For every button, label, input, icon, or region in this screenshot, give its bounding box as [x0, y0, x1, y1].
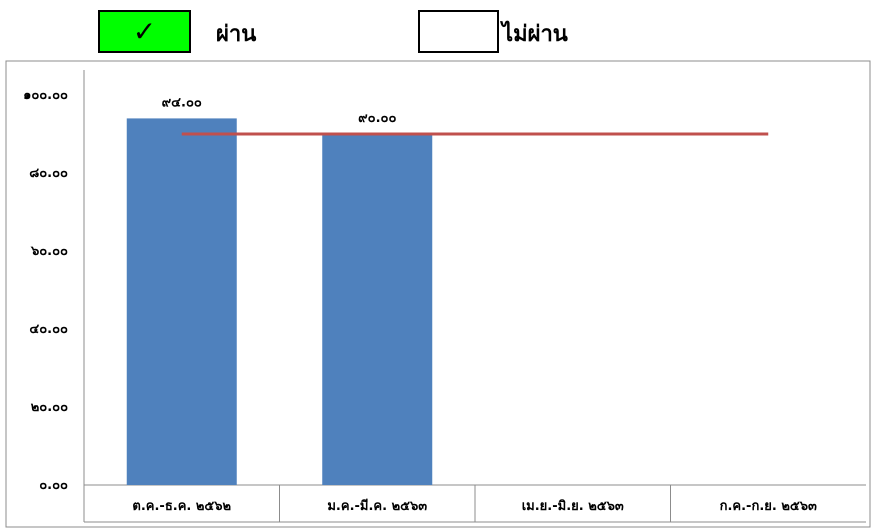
y-tick-label: ๑๐๐.๐๐ — [23, 88, 68, 103]
chart-frame — [5, 60, 871, 528]
legend-fail-swatch — [418, 10, 499, 53]
y-tick-label: ๔๐.๐๐ — [29, 322, 68, 337]
x-tick-label: ก.ค.-ก.ย. ๒๕๖๓ — [720, 499, 817, 514]
x-tick-label: ต.ค.-ธ.ค. ๒๕๖๒ — [132, 499, 231, 514]
data-label: ๙๔.๐๐ — [162, 95, 202, 110]
bar — [322, 134, 433, 485]
data-label: ๙๐.๐๐ — [358, 111, 396, 126]
x-tick-label: ม.ค.-มี.ค. ๒๕๖๓ — [327, 498, 427, 514]
y-tick-label: ๐.๐๐ — [39, 478, 68, 493]
check-icon: ✓ — [132, 15, 157, 48]
x-tick-label: เม.ย.-มิ.ย. ๒๕๖๓ — [522, 499, 624, 514]
bar — [126, 118, 237, 486]
y-tick-label: ๘๐.๐๐ — [29, 166, 68, 181]
legend-pass-label: ผ่าน — [216, 22, 257, 47]
legend-pass-swatch: ✓ — [98, 10, 191, 53]
legend-fail-label: ไม่ผ่าน — [502, 22, 568, 47]
y-tick-label: ๒๐.๐๐ — [31, 400, 68, 415]
y-tick-label: ๖๐.๐๐ — [30, 244, 68, 259]
